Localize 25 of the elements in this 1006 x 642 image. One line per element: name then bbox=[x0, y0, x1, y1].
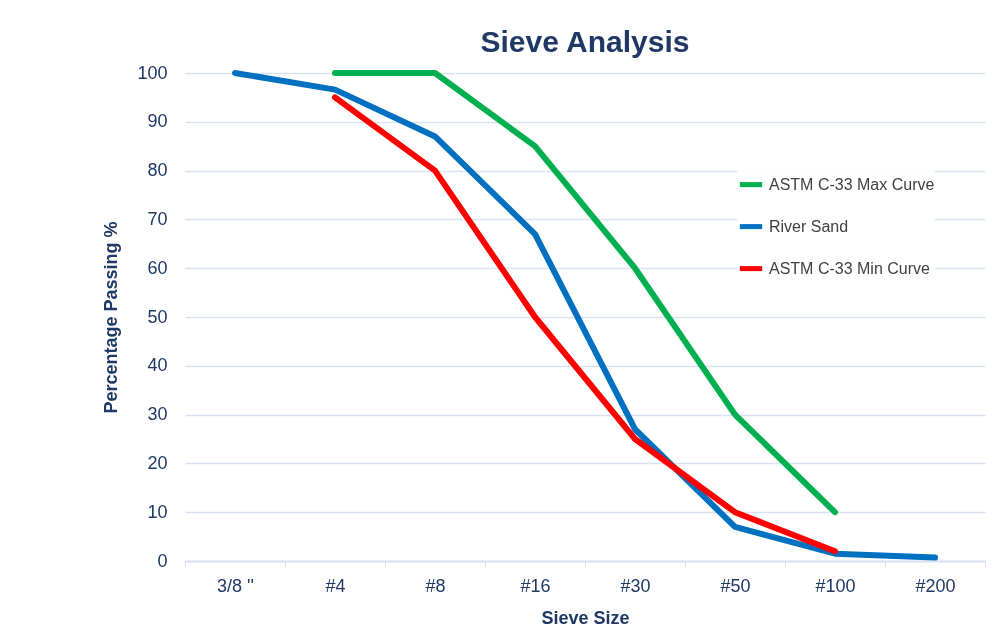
x-axis-title: Sieve Size bbox=[541, 607, 630, 628]
x-tick-label: 3/8 '' bbox=[217, 575, 254, 596]
legend-label: ASTM C-33 Max Curve bbox=[769, 175, 935, 193]
chart-title: Sieve Analysis bbox=[480, 25, 690, 58]
x-tick-label: #50 bbox=[720, 575, 751, 596]
x-tick-label: #100 bbox=[815, 575, 856, 596]
x-tick-label: #8 bbox=[425, 575, 446, 596]
y-tick-label: 90 bbox=[147, 111, 168, 132]
y-axis-title: Percentage Passing % bbox=[101, 221, 122, 414]
y-tick-label: 60 bbox=[147, 257, 168, 278]
x-tick-label: #16 bbox=[520, 575, 551, 596]
y-tick-label: 0 bbox=[157, 550, 168, 571]
legend-label: ASTM C-33 Min Curve bbox=[769, 259, 931, 277]
y-tick-label: 10 bbox=[147, 501, 168, 522]
y-tick-label: 50 bbox=[147, 306, 168, 327]
y-tick-label: 80 bbox=[147, 160, 168, 181]
y-tick-label: 100 bbox=[137, 62, 168, 83]
y-tick-label: 40 bbox=[147, 355, 168, 376]
y-tick-label: 20 bbox=[147, 452, 168, 473]
x-tick-label: #4 bbox=[325, 575, 346, 596]
x-tick-label: #30 bbox=[620, 575, 651, 596]
x-tick-label: #200 bbox=[915, 575, 956, 596]
legend-label: River Sand bbox=[769, 217, 849, 235]
y-tick-label: 30 bbox=[147, 404, 168, 425]
y-tick-label: 70 bbox=[147, 208, 168, 229]
